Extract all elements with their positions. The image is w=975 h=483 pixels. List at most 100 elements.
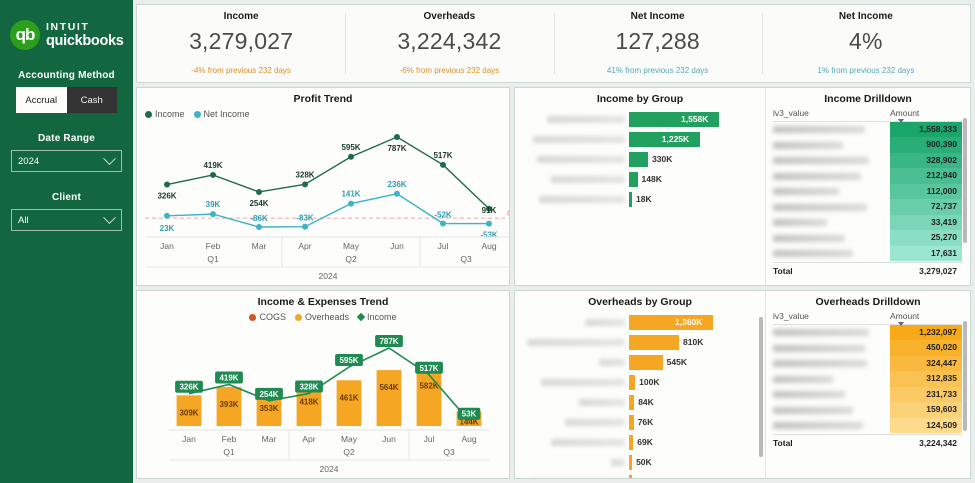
row-amount: 328,902	[890, 152, 962, 169]
right-column: Income by Group 1,558K 1,225K 330K 148K 18K …	[514, 87, 971, 479]
table-scrollbar[interactable]	[963, 321, 967, 431]
group-bar[interactable]	[629, 191, 632, 207]
group-bar[interactable]	[629, 454, 633, 470]
group-bar[interactable]	[629, 374, 636, 390]
svg-text:254K: 254K	[259, 390, 278, 399]
row-amount: 17,631	[890, 245, 962, 262]
group-bar-row[interactable]: 69K	[521, 432, 759, 452]
column-header-lv3[interactable]: lv3_value	[773, 311, 809, 321]
svg-text:-83K: -83K	[296, 214, 314, 223]
accounting-method-option-accrual[interactable]: Accrual	[16, 87, 67, 113]
table-row[interactable]: 33,419	[773, 214, 962, 231]
group-bar-row[interactable]: 545K	[521, 352, 759, 372]
group-bar-value: 148K	[641, 174, 662, 184]
svg-text:Q3: Q3	[443, 447, 455, 457]
column-header-lv3[interactable]: lv3_value	[773, 108, 809, 118]
legend-item-overheads[interactable]: Overheads	[294, 312, 349, 322]
table-row[interactable]: 312,835	[773, 371, 962, 388]
group-bar[interactable]	[629, 171, 638, 187]
legend-item-income[interactable]: Income	[145, 109, 185, 119]
group-bar-row[interactable]: 50K	[521, 452, 759, 472]
legend-dot-icon	[145, 110, 152, 118]
overheads-panel: Overheads by Group 1,360K 810K 545K 100K 84K…	[514, 290, 971, 479]
income-expenses-plot[interactable]: 309K 393K 353K 418K 461K 564K 582K 144K 326K 419K…	[137, 322, 509, 477]
table-row[interactable]: 17,631	[773, 245, 962, 262]
legend-label: Income	[155, 109, 185, 119]
group-bar[interactable]	[629, 474, 632, 478]
row-amount: 900,390	[890, 137, 962, 154]
column-header-amount[interactable]: Amount	[890, 311, 962, 326]
overheads-drilldown-table[interactable]: lv3_value Amount 1,232,097 450,020 324,447…	[766, 308, 970, 453]
table-row[interactable]: 25,270	[773, 230, 962, 247]
table-row[interactable]: 159,603	[773, 402, 962, 419]
group-bar[interactable]	[629, 151, 649, 167]
category-label-redacted	[537, 155, 625, 163]
svg-text:Jul: Jul	[424, 434, 435, 444]
group-bar-row[interactable]: 84K	[521, 392, 759, 412]
date-range-dropdown[interactable]: 2024	[11, 150, 122, 172]
profit-trend-plot[interactable]: 0 326K 419K 254K 328K 595K 787K 517K 91K 23K 39K -8…	[137, 119, 509, 279]
accounting-method-toggle[interactable]: Accrual Cash	[16, 87, 117, 113]
group-bar-row[interactable]: 330K	[521, 149, 759, 169]
group-bar-row[interactable]: 810K	[521, 332, 759, 352]
group-bar-row[interactable]: 1,558K	[521, 109, 759, 129]
table-row[interactable]: 1,232,097	[773, 324, 962, 341]
group-bar[interactable]	[629, 334, 680, 350]
group-bar-row[interactable]: 100K	[521, 372, 759, 392]
category-label-redacted	[611, 458, 625, 466]
legend-item-net-income[interactable]: Net Income	[193, 109, 250, 119]
quickbooks-logo-icon: qb	[10, 20, 40, 50]
svg-text:461K: 461K	[339, 393, 358, 402]
group-bar[interactable]	[629, 434, 634, 450]
overheads-by-group-bars[interactable]: 1,360K 810K 545K 100K 84K 76K 69K 50K 41K	[515, 308, 765, 478]
table-scrollbar[interactable]	[963, 118, 967, 243]
group-bar-row[interactable]: 1,360K	[521, 312, 759, 332]
client-dropdown[interactable]: All	[11, 209, 122, 231]
legend-item-income[interactable]: Income	[356, 312, 397, 322]
table-row[interactable]: 124,509	[773, 417, 962, 434]
legend-item-cogs[interactable]: COGS	[249, 312, 286, 322]
table-row[interactable]: 324,447	[773, 355, 962, 372]
svg-text:Q1: Q1	[207, 254, 219, 264]
table-row[interactable]: 231,733	[773, 386, 962, 403]
group-bar-row[interactable]: 76K	[521, 412, 759, 432]
legend-dot-icon	[294, 313, 302, 321]
brand-intuit-text: INTUIT	[46, 21, 90, 33]
svg-text:Apr: Apr	[298, 241, 311, 251]
row-label-redacted	[773, 157, 869, 165]
svg-text:328K: 328K	[295, 170, 314, 179]
svg-text:582K: 582K	[419, 381, 438, 390]
group-bar[interactable]	[629, 394, 635, 410]
chart-title: Income by Group	[596, 93, 684, 105]
legend-label: COGS	[259, 312, 286, 322]
income-by-group-bars[interactable]: 1,558K 1,225K 330K 148K 18K	[515, 105, 765, 211]
table-row[interactable]: 450,020	[773, 340, 962, 357]
group-bar[interactable]	[629, 314, 713, 330]
table-row[interactable]: 900,390	[773, 137, 962, 154]
group-bar[interactable]	[629, 414, 634, 430]
group-bar-row[interactable]: 41K	[521, 472, 759, 478]
svg-text:144K: 144K	[459, 418, 478, 427]
client-value: All	[18, 214, 29, 226]
group-bar-row[interactable]: 148K	[521, 169, 759, 189]
legend-label: Income	[367, 312, 397, 322]
table-row[interactable]: 328,902	[773, 152, 962, 169]
group-bar-row[interactable]: 18K	[521, 189, 759, 209]
group-bar[interactable]	[629, 354, 663, 370]
svg-text:Aug: Aug	[461, 434, 476, 444]
table-row[interactable]: 112,000	[773, 183, 962, 200]
group-bar-row[interactable]: 1,225K	[521, 129, 759, 149]
kpi-value: 3,224,342	[397, 28, 502, 54]
chart-scrollbar[interactable]	[759, 317, 763, 457]
income-drilldown-table[interactable]: lv3_value Amount 1,558,333 900,390 328,902…	[766, 105, 970, 281]
column-header-amount[interactable]: Amount	[890, 108, 962, 123]
table-row[interactable]: 72,737	[773, 199, 962, 216]
group-bar[interactable]	[629, 131, 700, 147]
group-bar[interactable]	[629, 111, 719, 127]
accounting-method-option-cash[interactable]: Cash	[66, 87, 117, 113]
table-row[interactable]: 1,558,333	[773, 121, 962, 138]
table-row[interactable]: 212,940	[773, 168, 962, 185]
svg-text:Aug: Aug	[481, 241, 496, 251]
svg-text:53K: 53K	[462, 410, 477, 419]
kpi-title: Overheads	[423, 11, 476, 22]
